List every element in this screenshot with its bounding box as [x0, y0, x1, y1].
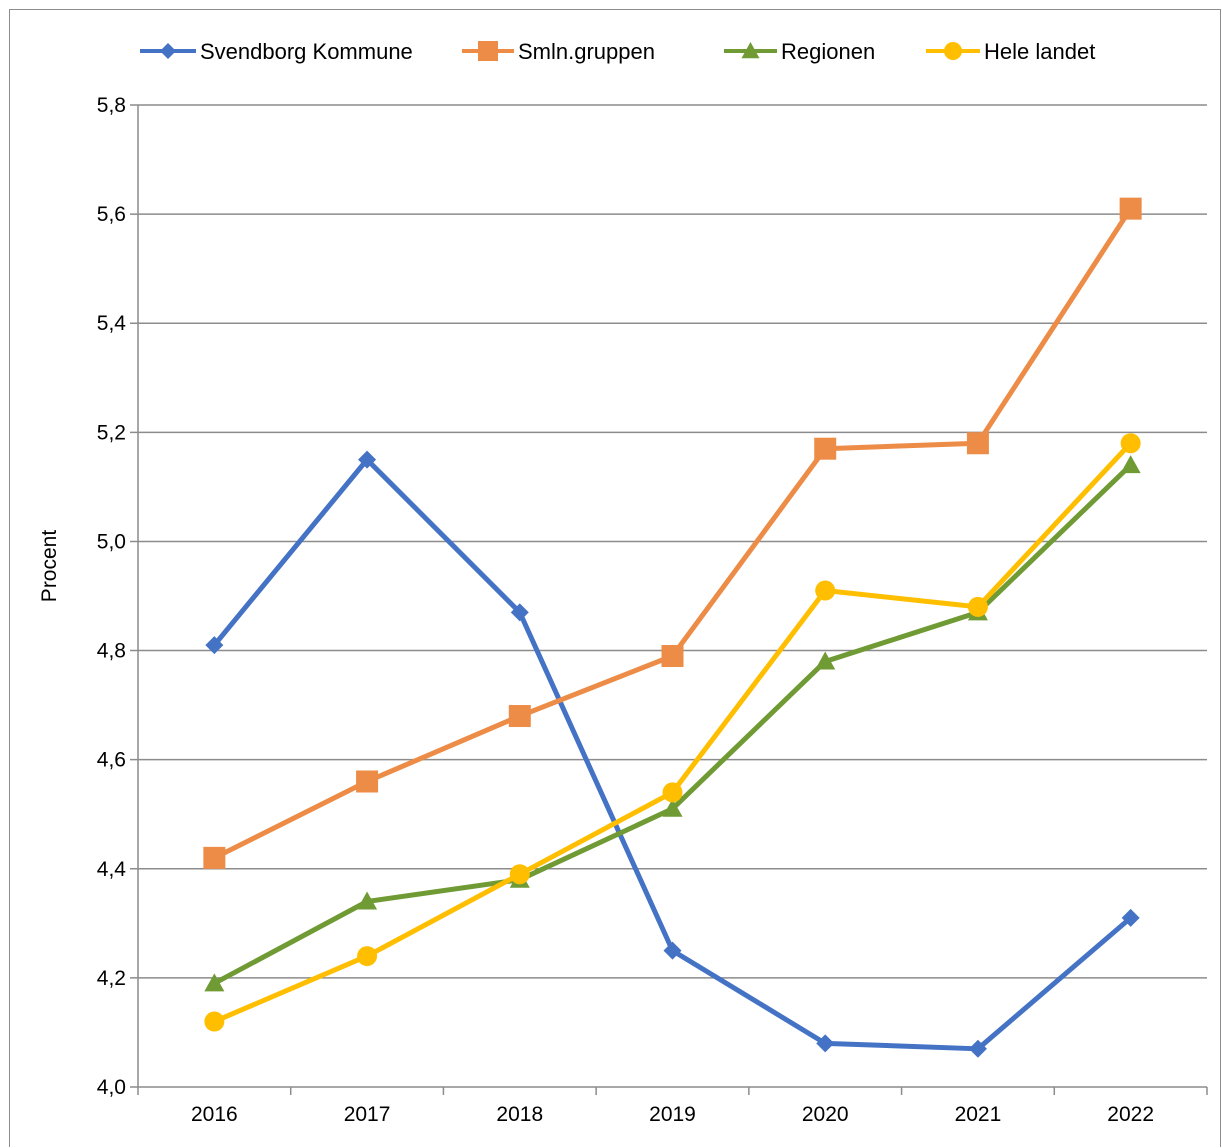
y-tick-label: 5,2 [97, 421, 126, 444]
legend-item: Svendborg Kommune [140, 39, 413, 64]
x-tick-label: 2018 [496, 1103, 543, 1126]
data-point-square [356, 770, 379, 793]
x-tick-label: 2019 [649, 1103, 696, 1126]
y-tick-label: 4,6 [97, 749, 126, 772]
gridlines [130, 104, 1207, 1088]
legend: Svendborg Kommune Smln.gruppen Regionen Hel… [140, 39, 1095, 64]
x-tick-label: 2020 [802, 1103, 849, 1126]
series-line [211, 440, 1134, 1025]
series-smln-gruppen [203, 197, 1142, 869]
data-point-square [966, 432, 989, 455]
data-point-circle [815, 580, 836, 601]
data-point-diamond [663, 941, 682, 960]
axes: Procent 4,0 4,2 4,4 4,6 4,8 5,0 5,2 5,4 5,6 5,8 20… [38, 94, 1208, 1126]
y-tick-label: 4,0 [97, 1076, 126, 1099]
y-tick-label: 5,6 [97, 203, 126, 226]
y-tick-label: 5,8 [97, 94, 126, 117]
x-tick-label: 2021 [955, 1103, 1002, 1126]
data-point-diamond [358, 450, 377, 469]
data-point-triangle [204, 973, 225, 992]
data-point-diamond [205, 636, 224, 655]
data-point-diamond [1121, 908, 1140, 927]
chart-frame [9, 9, 1221, 1147]
data-point-triangle [815, 651, 836, 670]
data-point-triangle [357, 891, 378, 910]
series-regionen [204, 455, 1141, 992]
data-point-diamond [968, 1039, 987, 1058]
data-point-triangle [662, 798, 683, 817]
data-point-circle [944, 42, 962, 60]
data-point-triangle [741, 42, 760, 59]
legend-label: Regionen [781, 39, 875, 64]
data-point-square [1119, 197, 1142, 220]
data-point-diamond [816, 1034, 835, 1053]
y-tick-label: 4,4 [97, 858, 127, 881]
x-tick-label: 2016 [191, 1103, 238, 1126]
data-point-circle [1120, 433, 1141, 454]
data-point-square [203, 846, 226, 869]
y-axis-title: Procent [38, 530, 61, 603]
data-point-square [814, 437, 837, 460]
data-point-triangle [1120, 455, 1141, 474]
y-tick-label: 4,8 [97, 640, 126, 663]
legend-label: Hele landet [984, 39, 1095, 64]
legend-item: Smln.gruppen [462, 39, 655, 64]
data-point-circle [357, 946, 378, 967]
x-tick-label: 2022 [1107, 1103, 1154, 1126]
series-hele-landet [204, 433, 1141, 1032]
legend-label: Smln.gruppen [518, 39, 655, 64]
series-line [211, 462, 1134, 986]
data-point-circle [509, 864, 530, 885]
series-svendborg-kommune [205, 450, 1140, 1058]
data-point-square [661, 645, 684, 668]
legend-label: Svendborg Kommune [200, 39, 413, 64]
y-tick-label: 5,0 [97, 530, 126, 553]
legend-item: Hele landet [926, 39, 1095, 64]
data-point-circle [662, 782, 683, 803]
y-tick-label: 5,4 [97, 312, 127, 335]
series-lines [203, 197, 1142, 1058]
series-line [211, 206, 1134, 861]
x-tick-label: 2017 [344, 1103, 391, 1126]
data-point-square [508, 705, 531, 728]
legend-item: Regionen [724, 39, 875, 64]
y-tick-label: 4,2 [97, 967, 126, 990]
data-point-circle [204, 1011, 225, 1032]
data-point-diamond [510, 603, 529, 622]
data-point-square [478, 41, 498, 61]
data-point-diamond [160, 43, 176, 59]
data-point-circle [967, 596, 988, 617]
